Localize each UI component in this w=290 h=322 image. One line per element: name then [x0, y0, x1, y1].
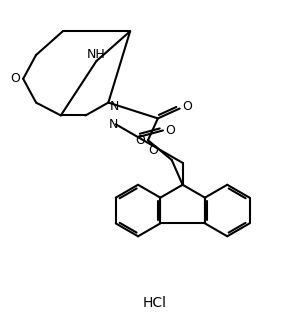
Text: O: O — [135, 134, 145, 147]
Text: N: N — [110, 100, 119, 113]
Text: O: O — [183, 100, 193, 113]
Text: NH: NH — [87, 48, 106, 61]
Text: N: N — [109, 118, 118, 131]
Text: HCl: HCl — [143, 296, 167, 310]
Text: O: O — [165, 124, 175, 137]
Text: O: O — [10, 72, 20, 85]
Text: O: O — [148, 144, 158, 156]
